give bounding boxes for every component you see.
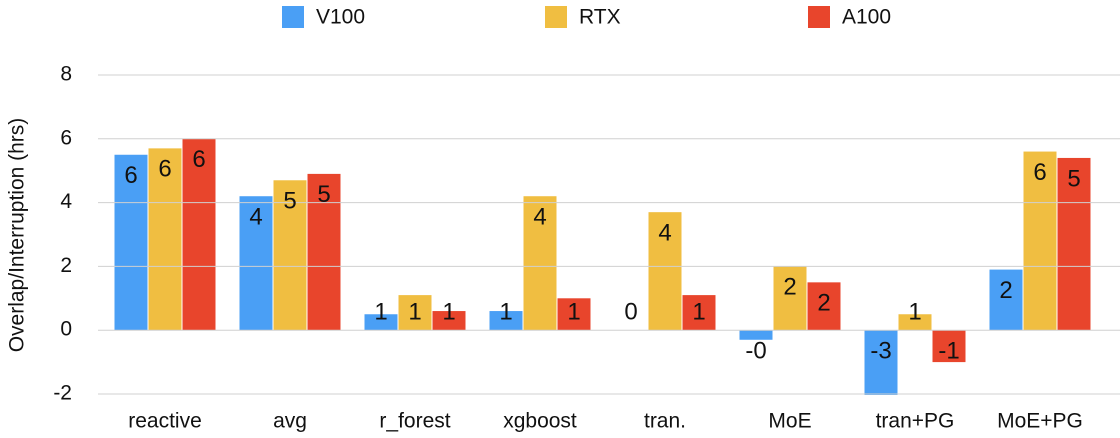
value-label: 0 — [624, 299, 637, 326]
bar — [148, 148, 182, 331]
value-label: 1 — [692, 299, 705, 326]
x-tick-label: xgboost — [503, 410, 577, 433]
legend-label: RTX — [579, 6, 621, 29]
value-label: 6 — [158, 156, 171, 183]
x-tick-label: MoE — [768, 410, 811, 433]
value-label: 2 — [817, 290, 830, 317]
bar — [273, 180, 307, 331]
value-label: 1 — [499, 299, 512, 326]
x-tick-label: reactive — [128, 410, 202, 433]
bar — [807, 282, 841, 331]
bar — [307, 173, 341, 331]
legend-swatch — [282, 6, 304, 28]
value-label: 4 — [533, 204, 546, 231]
bar — [432, 311, 466, 331]
value-label: 6 — [124, 162, 137, 189]
value-label: 4 — [249, 204, 262, 231]
y-tick-label: 2 — [60, 254, 72, 277]
bar — [682, 295, 716, 331]
bar — [932, 330, 966, 363]
bar — [648, 212, 682, 331]
bar — [864, 330, 898, 395]
bar — [989, 269, 1023, 331]
bar — [398, 295, 432, 331]
bar — [739, 330, 773, 340]
bar — [182, 138, 216, 331]
value-label: 1 — [908, 299, 921, 326]
x-tick-label: tran+PG — [876, 410, 955, 433]
y-tick-label: -2 — [53, 382, 72, 405]
legend-swatch — [808, 6, 830, 28]
bar — [114, 154, 148, 331]
bar — [1057, 157, 1091, 331]
x-tick-label: avg — [273, 410, 307, 433]
value-label: 5 — [1067, 165, 1080, 192]
bar — [364, 314, 398, 331]
bar — [557, 298, 591, 331]
value-label: -3 — [870, 338, 891, 365]
value-label: -0 — [745, 338, 766, 365]
y-tick-label: 0 — [60, 318, 72, 341]
legend-swatch — [545, 6, 567, 28]
value-label: 2 — [999, 277, 1012, 304]
value-label: 1 — [442, 299, 455, 326]
x-tick-label: r_forest — [379, 410, 450, 433]
value-label: 1 — [567, 299, 580, 326]
value-label: 2 — [783, 274, 796, 301]
bar — [489, 311, 523, 331]
legend-label: V100 — [316, 6, 365, 29]
bar — [773, 266, 807, 331]
x-tick-label: tran. — [644, 410, 686, 433]
bar — [523, 196, 557, 331]
y-tick-label: 4 — [60, 190, 72, 213]
y-tick-label: 8 — [60, 63, 72, 86]
value-label: 1 — [374, 299, 387, 326]
value-label: 6 — [1033, 159, 1046, 186]
bar — [898, 314, 932, 331]
value-label: 1 — [408, 299, 421, 326]
value-label: 5 — [283, 188, 296, 215]
plot-area — [114, 138, 1091, 395]
value-label: -1 — [938, 338, 959, 365]
value-label: 6 — [192, 146, 205, 173]
value-label: 4 — [658, 220, 671, 247]
bar — [1023, 151, 1057, 331]
x-tick-label: MoE+PG — [997, 410, 1083, 433]
y-axis-label: Overlap/Interruption (hrs) — [6, 118, 29, 353]
legend-label: A100 — [842, 6, 891, 29]
y-tick-label: 6 — [60, 126, 72, 149]
value-label: 5 — [317, 181, 330, 208]
bar — [239, 196, 273, 331]
